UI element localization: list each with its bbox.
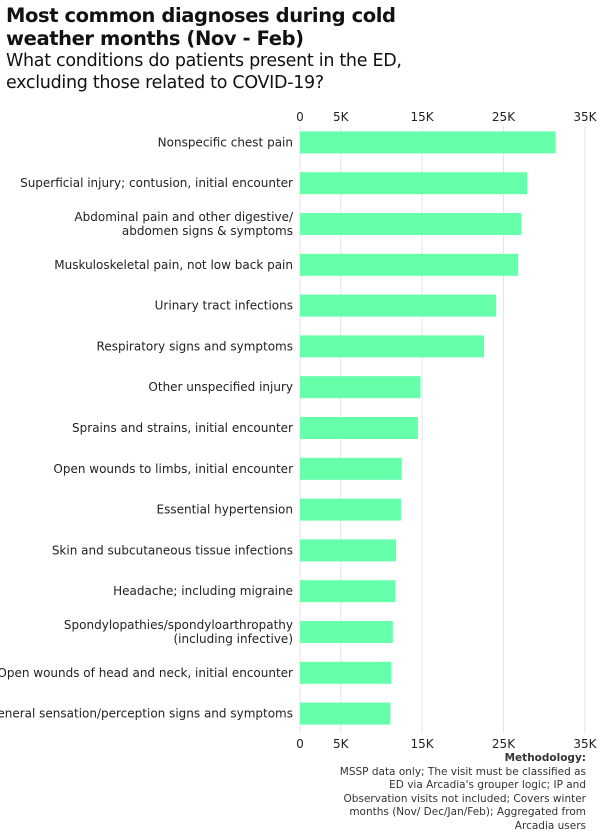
category-label: Sprains and strains, initial encounter bbox=[72, 421, 293, 435]
tick-label: 5K bbox=[333, 110, 350, 124]
category-label: Open wounds to limbs, initial encounter bbox=[53, 462, 293, 476]
bar bbox=[300, 254, 518, 276]
category-label: Nonspecific chest pain bbox=[158, 135, 293, 149]
category-label: General sensation/perception signs and s… bbox=[0, 707, 293, 721]
category-label: Respiratory signs and symptoms bbox=[97, 339, 293, 353]
category-label: Skin and subcutaneous tissue infections bbox=[52, 543, 293, 557]
tick-label: 0 bbox=[296, 110, 304, 124]
bar bbox=[300, 131, 556, 153]
bar bbox=[300, 662, 391, 684]
bar bbox=[300, 539, 396, 561]
bar bbox=[300, 295, 496, 317]
methodology-title: Methodology: bbox=[326, 752, 586, 766]
tick-label-bottom: 35K bbox=[573, 737, 597, 751]
tick-label: 25K bbox=[492, 110, 516, 124]
bar bbox=[300, 580, 395, 602]
category-label: Other unspecified injury bbox=[148, 380, 293, 394]
category-label: Open wounds of head and neck, initial en… bbox=[0, 666, 293, 680]
bar bbox=[300, 621, 393, 643]
tick-label-bottom: 5K bbox=[333, 737, 350, 751]
category-label: Headache; including migraine bbox=[113, 584, 293, 598]
category-label: Spondylopathies/spondyloarthropathy(incl… bbox=[64, 618, 293, 646]
category-label: Superficial injury; contusion, initial e… bbox=[20, 176, 293, 190]
tick-label: 15K bbox=[411, 110, 435, 124]
tick-label-bottom: 0 bbox=[296, 737, 304, 751]
methodology-text: MSSP data only; The visit must be classi… bbox=[326, 766, 586, 833]
category-label: Muskuloskeletal pain, not low back pain bbox=[54, 258, 293, 272]
bar bbox=[300, 213, 521, 235]
bar bbox=[300, 703, 390, 725]
tick-label-bottom: 15K bbox=[411, 737, 435, 751]
bar bbox=[300, 335, 484, 357]
bar bbox=[300, 499, 401, 521]
methodology-note: Methodology: MSSP data only; The visit m… bbox=[326, 752, 586, 833]
bar bbox=[300, 458, 402, 480]
category-label: Essential hypertension bbox=[157, 503, 293, 517]
bar bbox=[300, 417, 418, 439]
bar bbox=[300, 376, 420, 398]
tick-label: 35K bbox=[573, 110, 597, 124]
tick-label-bottom: 25K bbox=[492, 737, 516, 751]
bar bbox=[300, 172, 527, 194]
category-label: Urinary tract infections bbox=[155, 299, 293, 313]
category-label: Abdominal pain and other digestive/abdom… bbox=[74, 210, 294, 238]
